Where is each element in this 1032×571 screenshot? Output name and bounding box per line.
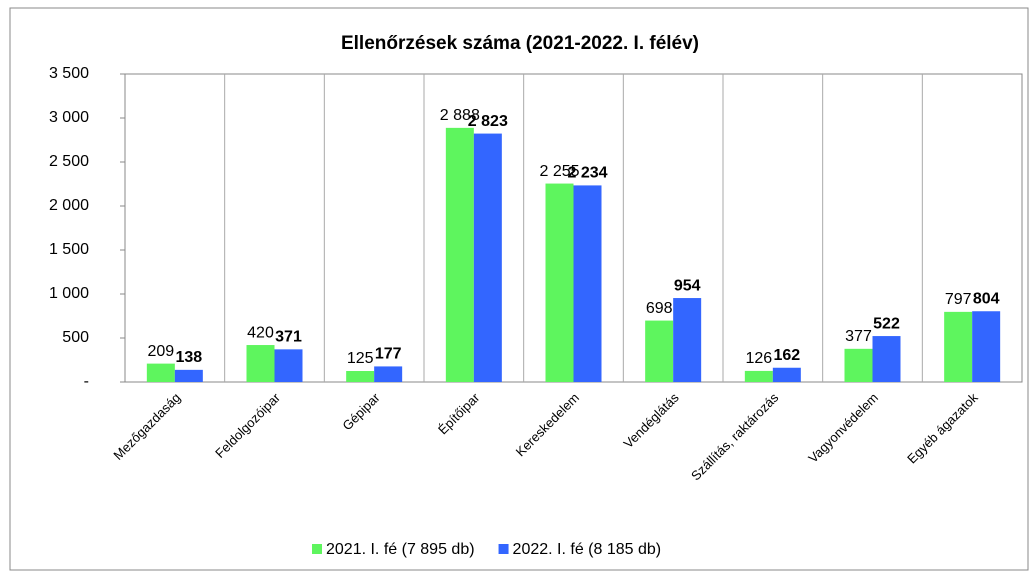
value-label: 2 234 (567, 165, 607, 182)
value-label: 420 (247, 324, 274, 341)
value-label: 126 (745, 350, 772, 367)
value-label: 125 (347, 350, 374, 367)
bar (473, 133, 502, 382)
bar (346, 371, 375, 382)
bar (445, 127, 474, 382)
bar (573, 185, 602, 382)
y-tick-label: 1 500 (49, 241, 89, 258)
value-label: 377 (845, 328, 872, 345)
y-tick-label: 3 000 (49, 109, 89, 126)
value-label: 522 (873, 315, 900, 332)
bar (844, 348, 873, 382)
y-tick-label: 1 000 (49, 285, 89, 302)
bar (872, 336, 901, 382)
y-tick-label: 500 (62, 329, 89, 346)
bar (174, 369, 203, 382)
value-label: 804 (973, 290, 1000, 307)
y-tick-label: - (84, 373, 89, 390)
legend-swatch (312, 544, 322, 554)
value-label: 162 (773, 347, 800, 364)
chart-border (9, 7, 1029, 571)
value-label: 138 (175, 349, 202, 366)
bar (374, 366, 403, 382)
y-tick-label: 3 500 (49, 65, 89, 82)
y-tick-label: 2 500 (49, 153, 89, 170)
bar (744, 370, 773, 382)
value-label: 2 888 (440, 107, 480, 124)
bar (673, 298, 702, 382)
legend-label: 2021. I. fé (7 895 db) (326, 541, 475, 558)
bar (772, 367, 801, 382)
value-label: 177 (375, 346, 402, 363)
value-label: 698 (646, 300, 673, 317)
y-tick-label: 2 000 (49, 197, 89, 214)
value-label: 797 (945, 291, 972, 308)
bar (972, 311, 1001, 382)
chart-title: Ellenőrzések száma (2021-2022. I. félév) (341, 33, 699, 54)
legend-label: 2022. I. fé (8 185 db) (513, 541, 662, 558)
bar (246, 345, 275, 382)
bar (545, 183, 574, 382)
value-label: 209 (147, 343, 174, 360)
bar (274, 349, 303, 382)
value-label: 2 823 (468, 113, 508, 130)
bar (645, 320, 674, 382)
value-label: 2 255 (539, 163, 579, 180)
bar (146, 363, 175, 382)
value-label: 954 (674, 277, 701, 294)
bar (944, 311, 973, 382)
value-label: 371 (275, 329, 302, 346)
legend-swatch (498, 544, 509, 554)
